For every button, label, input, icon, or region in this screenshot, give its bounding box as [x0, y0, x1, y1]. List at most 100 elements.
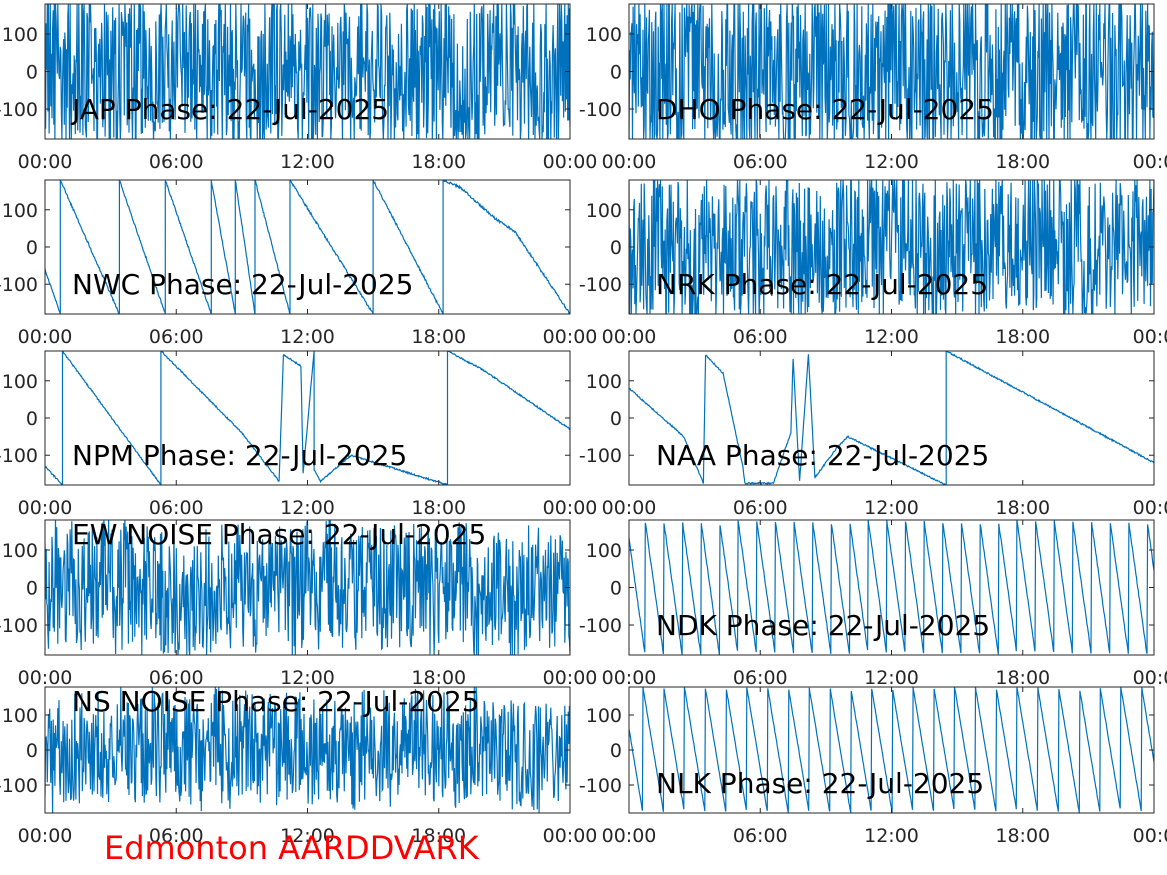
series-line-naa [629, 351, 1154, 485]
y-tick-label: -100 [0, 445, 38, 467]
panel-title: NRK Phase: 22-Jul-2025 [656, 268, 988, 301]
x-tick-label: 06:00 [733, 151, 788, 173]
panel-nrk: -100 0 100 00:00 06:00 12:00 18:00 00:0 NRK Phas… [579, 179, 1167, 348]
x-tick-label: 06:00 [733, 497, 788, 519]
y-tick-label: -100 [0, 775, 38, 797]
plot-area [629, 351, 1154, 485]
x-tick-label: 00:00 [18, 151, 73, 173]
y-tick-label: 100 [586, 371, 622, 393]
x-tick-label: 00:0 [1133, 825, 1167, 847]
y-tick-label: -100 [579, 775, 622, 797]
y-tick-label: 0 [26, 237, 38, 259]
y-tick-label: 100 [2, 200, 38, 222]
panel-title: NPM Phase: 22-Jul-2025 [72, 439, 407, 472]
panel-title: NS NOISE Phase: 22-Jul-2025 [72, 685, 480, 718]
y-tick-label: 0 [610, 408, 622, 430]
y-tick-label: 0 [610, 578, 622, 600]
y-tick-label: 0 [26, 578, 38, 600]
x-tick-label: 00:00 [18, 326, 73, 348]
y-tick-label: 100 [2, 24, 38, 46]
x-tick-label: 00:00 [602, 151, 657, 173]
x-tick-label: 00:00 [543, 151, 598, 173]
x-tick-label: 12:00 [280, 667, 335, 689]
x-tick-label: 12:00 [280, 825, 335, 847]
y-tick-label: -100 [579, 274, 622, 296]
x-tick-label: 06:00 [149, 825, 204, 847]
y-tick-label: 100 [2, 371, 38, 393]
x-tick-label: 18:00 [995, 326, 1050, 348]
series-line-npm [45, 351, 570, 485]
series-line-ndk [629, 520, 1154, 655]
panel-naa: -100 0 100 00:00 06:00 12:00 18:00 00:0 NAA Phas… [579, 350, 1167, 519]
panel-npm: -100 0 100 00:00 06:00 12:00 18:00 00:00 NPM Pha… [0, 350, 598, 519]
series-line-nrk [629, 180, 1154, 314]
x-tick-label: 00:00 [602, 825, 657, 847]
x-tick-label: 00:00 [543, 497, 598, 519]
y-tick-label: 0 [610, 740, 622, 762]
x-tick-label: 06:00 [149, 326, 204, 348]
x-tick-label: 18:00 [411, 497, 466, 519]
y-tick-label: -100 [579, 99, 622, 121]
x-tick-label: 18:00 [995, 825, 1050, 847]
y-tick-label: 0 [26, 408, 38, 430]
y-tick-label: 100 [586, 540, 622, 562]
x-tick-label: 12:00 [864, 326, 919, 348]
x-tick-label: 00:0 [1133, 326, 1167, 348]
x-tick-label: 18:00 [411, 326, 466, 348]
x-tick-label: 06:00 [733, 825, 788, 847]
x-tick-label: 12:00 [280, 497, 335, 519]
x-tick-label: 12:00 [864, 151, 919, 173]
y-tick-label: 0 [26, 62, 38, 84]
plot-area [629, 687, 1154, 813]
y-tick-label: -100 [0, 99, 38, 121]
x-tick-label: 00:00 [18, 667, 73, 689]
series-line-ns_noise [45, 687, 570, 813]
y-tick-label: 100 [2, 540, 38, 562]
panel-ns_noise: -100 0 100 00:00 06:00 12:00 18:00 00:00 NS NOIS… [0, 685, 597, 847]
y-tick-label: -100 [579, 615, 622, 637]
x-tick-label: 00:00 [543, 667, 598, 689]
x-tick-label: 00:00 [602, 326, 657, 348]
panel-dho: -100 0 100 00:00 06:00 12:00 18:00 00:0 DHO Phas… [579, 3, 1167, 173]
panel-nlk: -100 0 100 00:00 06:00 12:00 18:00 00:0 NLK Phas… [579, 686, 1167, 847]
x-tick-label: 00:00 [18, 497, 73, 519]
panel-title: DHO Phase: 22-Jul-2025 [656, 93, 994, 126]
panel-title: EW NOISE Phase: 22-Jul-2025 [72, 518, 486, 551]
y-tick-label: 100 [586, 200, 622, 222]
panel-title: NLK Phase: 22-Jul-2025 [656, 767, 984, 800]
y-tick-label: 100 [586, 24, 622, 46]
x-tick-label: 00:0 [1133, 667, 1167, 689]
panel-title: NWC Phase: 22-Jul-2025 [72, 268, 413, 301]
x-tick-label: 18:00 [411, 151, 466, 173]
footer-label: Edmonton AARDDVARK [104, 829, 479, 867]
x-tick-label: 06:00 [149, 151, 204, 173]
series-line-dho [629, 4, 1154, 139]
y-tick-label: 100 [2, 705, 38, 727]
x-tick-label: 18:00 [995, 497, 1050, 519]
x-tick-label: 00:00 [543, 825, 598, 847]
y-tick-label: -100 [0, 274, 38, 296]
panel-title: JAP Phase: 22-Jul-2025 [70, 93, 389, 126]
x-tick-label: 18:00 [995, 667, 1050, 689]
panel-jap: -100 0 100 00:00 06:00 12:00 18:00 00:00 JAP Pha… [0, 3, 598, 173]
panel-title: NDK Phase: 22-Jul-2025 [656, 609, 990, 642]
x-tick-label: 00:0 [1133, 151, 1167, 173]
panel-nwc: -100 0 100 00:00 06:00 12:00 18:00 00:00 NWC Pha… [0, 179, 597, 348]
x-tick-label: 06:00 [149, 497, 204, 519]
x-tick-label: 18:00 [411, 667, 466, 689]
x-tick-label: 06:00 [149, 667, 204, 689]
y-tick-label: 100 [586, 705, 622, 727]
series-line-jap [45, 4, 570, 139]
y-tick-label: -100 [579, 445, 622, 467]
series-line-nwc [45, 180, 570, 314]
x-tick-label: 00:0 [1133, 497, 1167, 519]
panel-ew_noise: -100 0 100 00:00 06:00 12:00 18:00 00:00 EW NOIS… [0, 518, 597, 689]
x-tick-label: 00:00 [18, 825, 73, 847]
x-tick-label: 12:00 [864, 497, 919, 519]
y-tick-label: -100 [0, 615, 38, 637]
x-tick-label: 00:00 [602, 667, 657, 689]
panel-ndk: -100 0 100 00:00 06:00 12:00 18:00 00:0 NDK Phas… [579, 519, 1167, 689]
x-tick-label: 12:00 [280, 326, 335, 348]
x-tick-label: 12:00 [864, 667, 919, 689]
y-tick-label: 0 [610, 62, 622, 84]
